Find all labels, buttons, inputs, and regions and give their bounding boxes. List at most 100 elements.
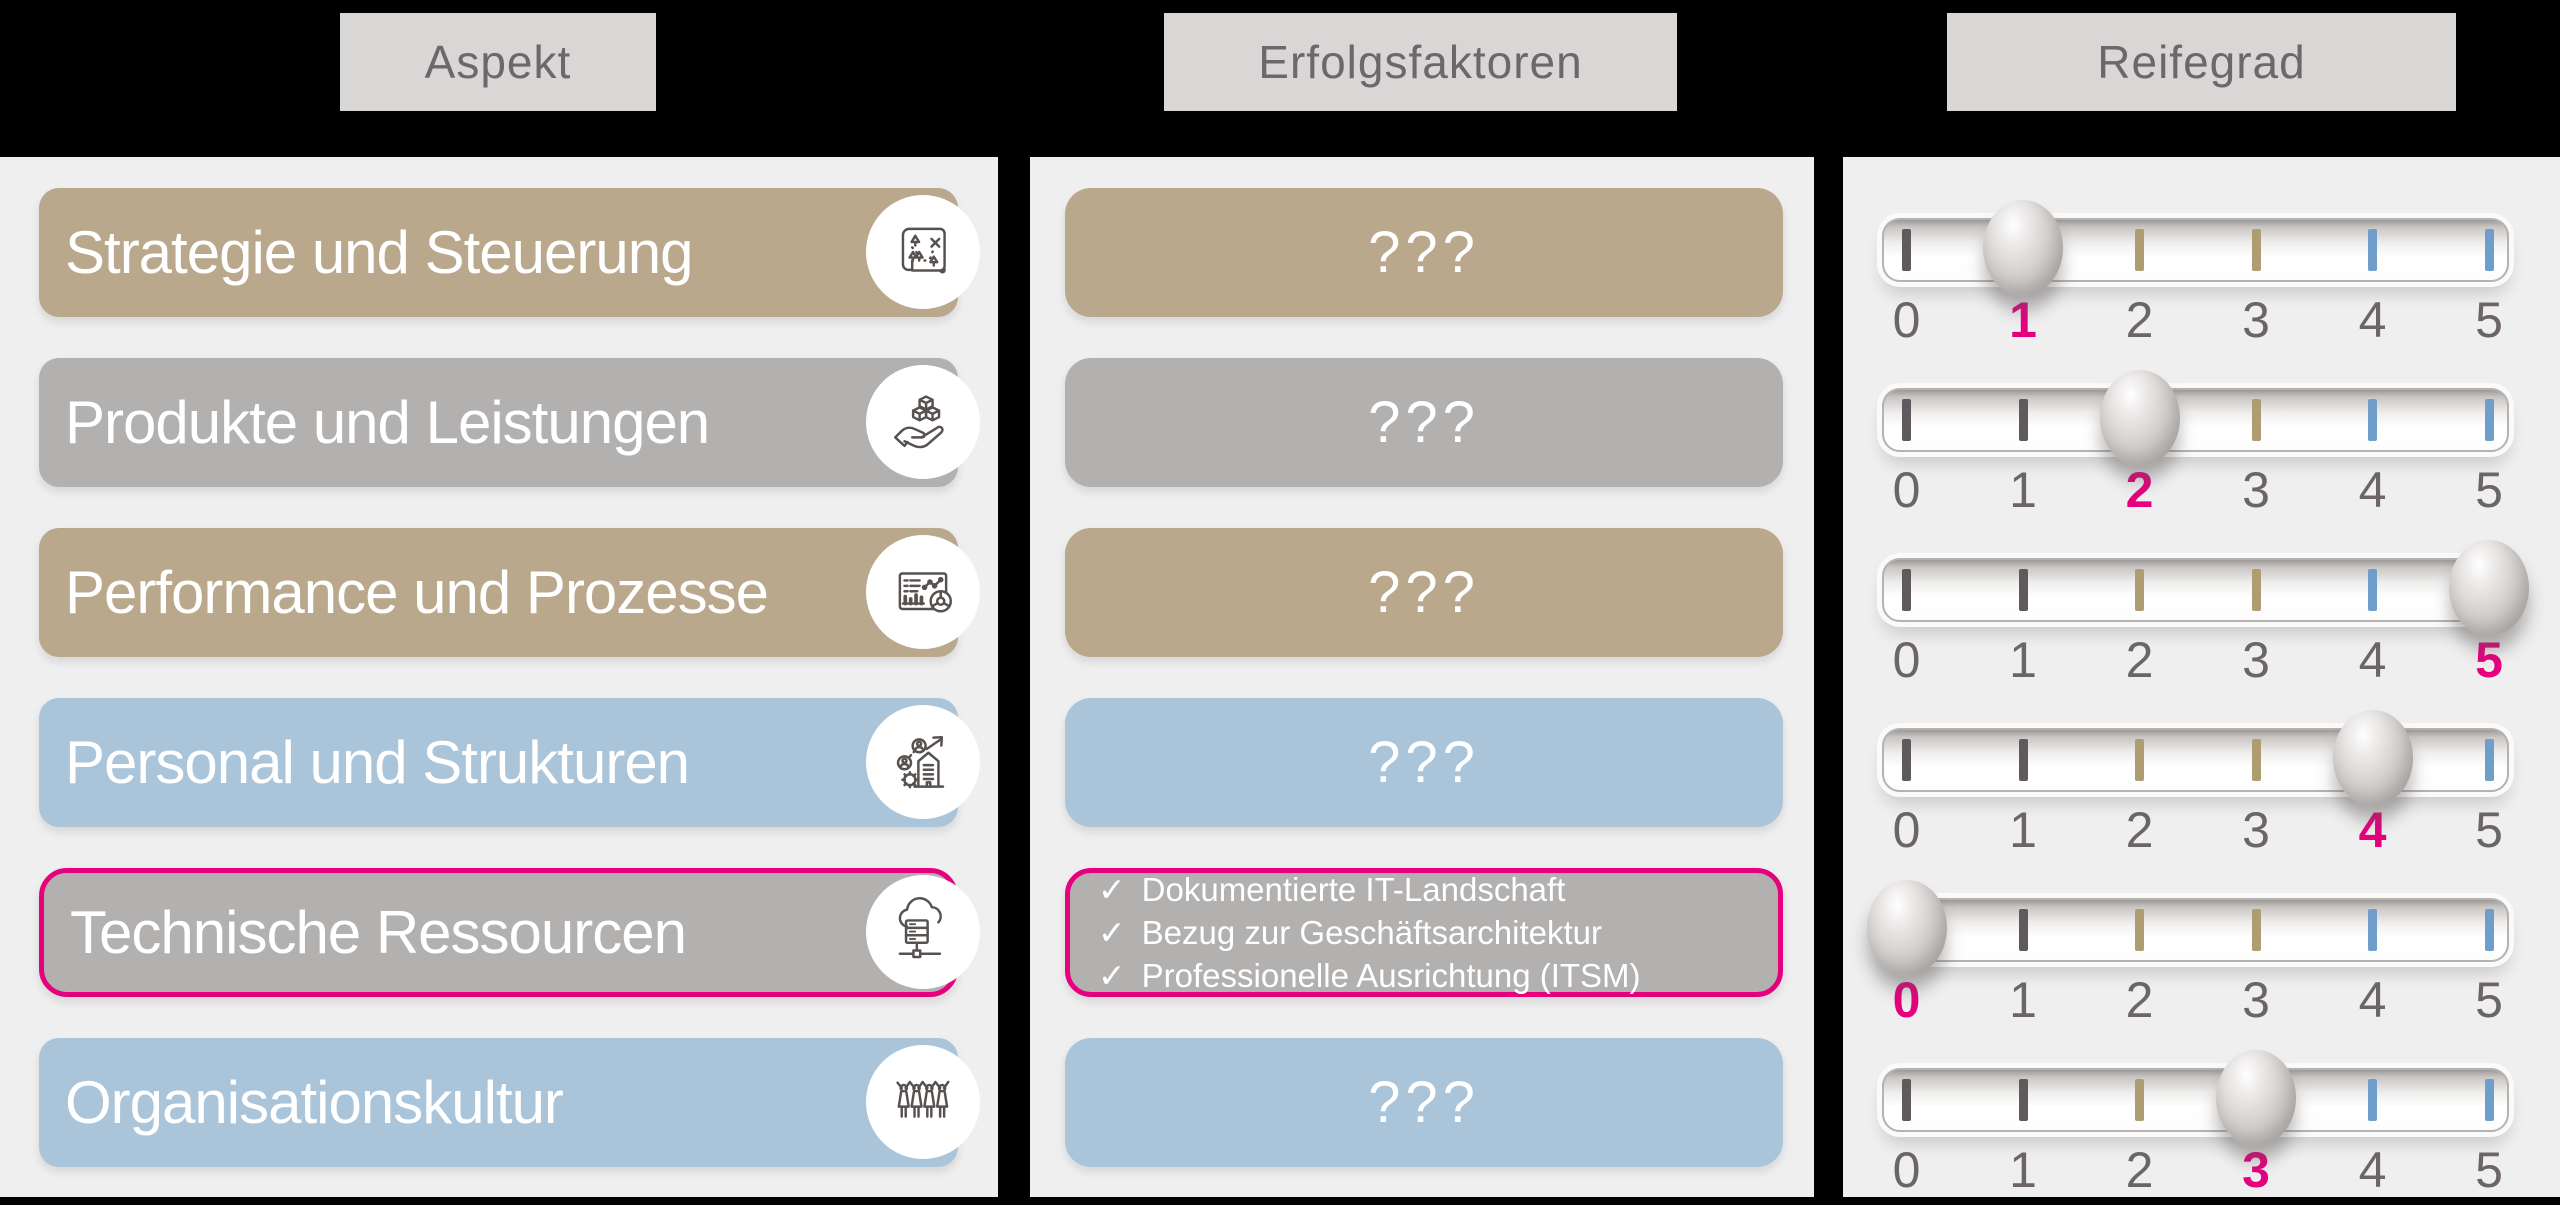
slider-knob[interactable] (2216, 1050, 2296, 1146)
slider-track[interactable] (1882, 898, 2509, 962)
scale-number: 0 (1892, 292, 1921, 348)
factor-row-1: ??? (1065, 188, 1783, 317)
column-header-maturity-label: Reifegrad (2097, 36, 2306, 88)
icon-circle (866, 875, 980, 989)
column-header-factors-label: Erfolgsfaktoren (1258, 36, 1583, 88)
scale-number: 2 (2125, 1142, 2154, 1198)
slider-tick (2018, 739, 2028, 781)
team-people-icon (896, 1080, 950, 1118)
scale-number: 5 (2475, 1142, 2503, 1198)
maturity-slider-performance: 0 1 2 3 4 5 (1843, 505, 2560, 688)
aspect-row-personal[interactable]: Personal und Strukturen (39, 698, 980, 827)
scale-number: 4 (2358, 1142, 2387, 1198)
check-icon: ✓ (1098, 957, 1126, 994)
factor-list-item-text: Bezug zur Geschäftsarchitektur (1141, 914, 1603, 951)
maturity-slider-personal: 0 1 2 3 4 5 (1843, 675, 2560, 858)
slider-track[interactable] (1882, 1068, 2509, 1132)
scale-number: 0 (1892, 462, 1921, 518)
hand-cubes-icon (894, 395, 944, 449)
scale-number: 1 (2009, 972, 2037, 1028)
slider-tick (2018, 569, 2028, 611)
slider-tick (2368, 399, 2377, 441)
scale-number: 0 (1892, 1142, 1921, 1198)
factor-list-item-text: Dokumentierte IT-Landschaft (1141, 871, 1566, 908)
aspect-row-technische[interactable]: Technische Ressourcen (39, 868, 980, 997)
factor-row-2: ??? (1065, 358, 1783, 487)
slider-tick (2135, 909, 2144, 951)
scale-number: 5 (2475, 802, 2503, 858)
scale-number-selected: 0 (1892, 972, 1921, 1028)
slider-knob[interactable] (1866, 880, 1947, 976)
aspect-label: Technische Ressourcen (70, 899, 687, 966)
factor-list-item-text: Professionelle Ausrichtung (ITSM) (1141, 957, 1641, 994)
column-header-aspect: Aspekt (340, 13, 656, 111)
scale-number: 4 (2358, 462, 2387, 518)
column-header-aspect-label: Aspekt (424, 36, 572, 88)
check-icon: ✓ (1098, 914, 1126, 951)
factor-unknown-text: ??? (1368, 560, 1480, 625)
factor-row-3: ??? (1065, 528, 1783, 657)
dashboard-chart-icon (898, 572, 952, 613)
slider-track[interactable] (1882, 558, 2509, 622)
scale-number: 3 (2242, 462, 2270, 518)
slider-tick (2251, 909, 2261, 951)
maturity-slider-produkte: 0 1 2 3 4 5 (1843, 335, 2560, 518)
aspect-label: Strategie und Steuerung (65, 219, 693, 286)
slider-tick (2251, 229, 2261, 271)
slider-tick (2251, 569, 2261, 611)
aspect-row-strategie[interactable]: Strategie und Steuerung (39, 188, 980, 317)
slider-track[interactable] (1882, 388, 2509, 452)
scale-number: 3 (2242, 802, 2270, 858)
slider-tick (2368, 569, 2377, 611)
aspect-label: Organisationskultur (65, 1069, 564, 1136)
aspect-row-performance[interactable]: Performance und Prozesse (39, 528, 980, 657)
scale-number: 0 (1892, 802, 1921, 858)
maturity-slider-strategie: 0 1 2 3 4 5 (1843, 165, 2560, 348)
slider-knob[interactable] (2449, 540, 2529, 636)
factor-unknown-text: ??? (1368, 730, 1480, 795)
aspect-row-produkte[interactable]: Produkte und Leistungen (39, 358, 980, 487)
scale-number: 1 (2009, 1142, 2037, 1198)
slider-tick (1902, 569, 1911, 611)
scale-number: 5 (2475, 462, 2503, 518)
slider-tick (2018, 399, 2028, 441)
aspect-label: Personal und Strukturen (65, 729, 690, 796)
scale-number: 2 (2125, 972, 2154, 1028)
factor-unknown-text: ??? (1368, 1070, 1480, 1135)
slider-tick (2484, 909, 2494, 951)
slider-tick (2368, 909, 2377, 951)
slider-tick (2135, 1079, 2144, 1121)
aspect-row-organisationskultur[interactable]: Organisationskultur (39, 1038, 980, 1167)
factor-row-4: ??? (1065, 698, 1783, 827)
slider-tick (2135, 229, 2144, 271)
slider-tick (2484, 1079, 2494, 1121)
factor-unknown-text: ??? (1368, 390, 1480, 455)
slider-tick (2484, 739, 2494, 781)
slider-tick (2018, 909, 2028, 951)
scale-number-selected: 5 (2475, 632, 2503, 688)
scale-number: 3 (2242, 972, 2270, 1028)
slider-track[interactable] (1882, 728, 2509, 792)
column-header-factors: Erfolgsfaktoren (1164, 13, 1677, 111)
scale-number-selected: 1 (2009, 292, 2037, 348)
scale-number: 2 (2125, 802, 2154, 858)
slider-tick (1902, 1079, 1911, 1121)
slider-tick (2368, 229, 2377, 271)
slider-knob[interactable] (1983, 200, 2063, 296)
icon-circle (866, 195, 980, 309)
slider-knob[interactable] (2332, 710, 2413, 806)
cloud-server-icon (898, 897, 942, 959)
scale-number-selected: 3 (2242, 1142, 2270, 1198)
slider-knob[interactable] (2099, 370, 2180, 466)
factor-row-5-technische-ressourcen: ✓ Dokumentierte IT-Landschaft ✓ Bezug zu… (1065, 868, 1783, 997)
scale-number: 3 (2242, 292, 2270, 348)
column-header-maturity: Reifegrad (1947, 13, 2456, 111)
slider-tick (2135, 569, 2144, 611)
slider-tick (2251, 739, 2261, 781)
maturity-panel: 0 1 2 3 4 5 0 1 2 3 4 5 0 1 2 3 4 5 0 1 2 3 4 5 0 1 2 3 4 5 0 1 2 3 4… (1843, 157, 2560, 1198)
slider-tick (2135, 739, 2144, 781)
factor-unknown-text: ??? (1368, 220, 1480, 285)
slider-track[interactable] (1882, 218, 2509, 282)
scale-number-selected: 2 (2125, 462, 2154, 518)
